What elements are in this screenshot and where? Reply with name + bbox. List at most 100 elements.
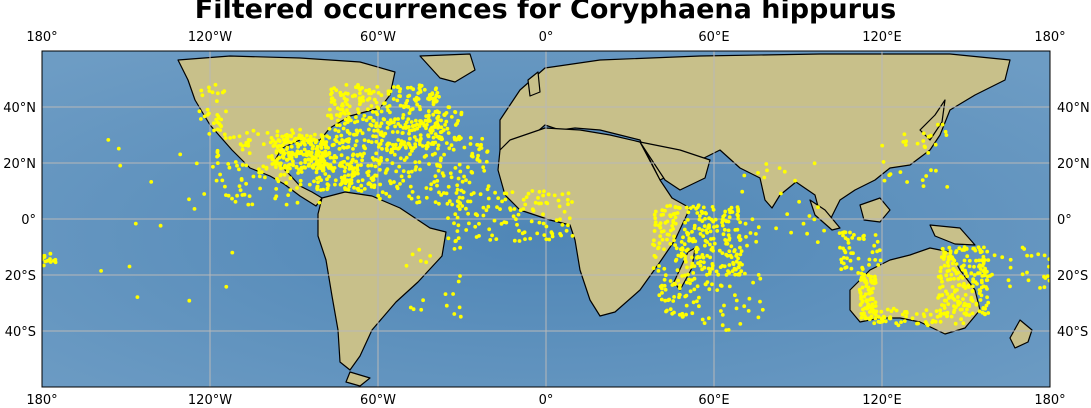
occurrence-point xyxy=(1025,270,1029,275)
occurrence-point xyxy=(880,319,885,324)
occurrence-point xyxy=(331,169,336,173)
occurrence-point xyxy=(448,171,453,176)
occurrence-point xyxy=(470,151,475,156)
occurrence-point xyxy=(263,175,267,180)
occurrence-point xyxy=(677,312,682,317)
occurrence-point xyxy=(205,107,210,112)
occurrence-point xyxy=(660,286,664,291)
occurrence-point xyxy=(365,98,370,102)
occurrence-point xyxy=(207,89,212,93)
occurrence-point xyxy=(381,134,386,138)
occurrence-point xyxy=(264,165,269,170)
occurrence-point xyxy=(133,221,138,226)
occurrence-point xyxy=(496,196,501,201)
occurrence-point xyxy=(409,196,414,201)
occurrence-point xyxy=(511,214,516,219)
occurrence-point xyxy=(350,174,355,179)
occurrence-point xyxy=(693,239,698,244)
occurrence-point xyxy=(801,221,806,226)
occurrence-point xyxy=(280,134,284,139)
occurrence-point xyxy=(346,140,351,144)
occurrence-point xyxy=(403,144,408,149)
occurrence-point xyxy=(285,132,289,137)
occurrence-point xyxy=(744,235,748,239)
occurrence-point xyxy=(982,245,986,250)
occurrence-point xyxy=(432,180,437,184)
occurrence-point xyxy=(197,109,202,114)
occurrence-point xyxy=(469,192,474,197)
occurrence-point xyxy=(977,309,982,314)
right-lat-tick-label: 0° xyxy=(1057,213,1072,228)
occurrence-point xyxy=(316,180,320,185)
occurrence-point xyxy=(950,292,955,297)
occurrence-point xyxy=(665,204,670,209)
occurrence-point xyxy=(764,162,769,166)
axis-tick-labels: 180° 180° 120°W 120°W 60°W 60°W 0° 0° 60°E 60°E 12… xyxy=(3,30,1090,408)
occurrence-point xyxy=(684,303,689,308)
occurrence-point xyxy=(315,147,320,152)
occurrence-point xyxy=(660,237,665,242)
occurrence-point xyxy=(486,196,491,201)
occurrence-point xyxy=(714,269,719,274)
occurrence-point xyxy=(408,152,412,157)
occurrence-point xyxy=(378,142,383,146)
occurrence-point xyxy=(345,102,349,107)
occurrence-point xyxy=(843,250,848,255)
occurrence-point xyxy=(395,130,400,134)
occurrence-point xyxy=(945,310,950,315)
occurrence-point xyxy=(395,184,399,189)
occurrence-point xyxy=(281,148,286,153)
bottom-lon-tick-label: 60°W xyxy=(360,393,396,408)
occurrence-point xyxy=(408,184,413,189)
occurrence-point xyxy=(972,264,976,269)
occurrence-point xyxy=(374,110,378,115)
occurrence-point xyxy=(720,264,725,268)
occurrence-point xyxy=(340,107,345,112)
occurrence-point xyxy=(689,264,694,269)
occurrence-point xyxy=(418,259,423,263)
occurrence-point xyxy=(247,194,252,199)
occurrence-point xyxy=(215,91,220,96)
occurrence-point xyxy=(212,121,216,126)
occurrence-point xyxy=(257,167,261,172)
occurrence-point xyxy=(939,265,943,270)
occurrence-point xyxy=(202,192,207,196)
occurrence-point xyxy=(481,165,486,170)
occurrence-point xyxy=(224,284,229,289)
occurrence-point xyxy=(710,282,714,287)
top-lon-tick-label: 60°W xyxy=(360,30,396,45)
occurrence-point xyxy=(454,238,458,243)
occurrence-point xyxy=(567,216,572,221)
occurrence-point xyxy=(299,136,303,141)
occurrence-point xyxy=(305,133,309,138)
occurrence-point xyxy=(372,185,377,190)
occurrence-point xyxy=(341,93,345,97)
occurrence-point xyxy=(977,258,981,263)
occurrence-point xyxy=(720,323,725,328)
occurrence-point xyxy=(475,143,480,147)
occurrence-point xyxy=(961,321,966,326)
occurrence-point xyxy=(747,296,752,301)
occurrence-point xyxy=(673,211,677,216)
occurrence-point xyxy=(946,302,951,306)
occurrence-point xyxy=(435,116,440,121)
occurrence-point xyxy=(661,229,666,234)
occurrence-point xyxy=(334,134,339,139)
occurrence-point xyxy=(682,227,687,232)
occurrence-point xyxy=(707,223,711,228)
occurrence-point xyxy=(528,236,533,241)
occurrence-point xyxy=(367,127,371,132)
occurrence-point xyxy=(270,162,275,166)
occurrence-point xyxy=(881,160,886,164)
occurrence-point xyxy=(454,191,459,195)
occurrence-point xyxy=(361,98,366,103)
occurrence-point xyxy=(457,162,462,167)
occurrence-point xyxy=(426,133,430,138)
occurrence-point xyxy=(675,268,680,273)
occurrence-point xyxy=(259,170,264,175)
occurrence-point xyxy=(676,253,681,258)
occurrence-point xyxy=(690,261,695,266)
occurrence-point xyxy=(967,264,972,269)
occurrence-point xyxy=(478,192,483,197)
occurrence-point xyxy=(703,238,708,243)
